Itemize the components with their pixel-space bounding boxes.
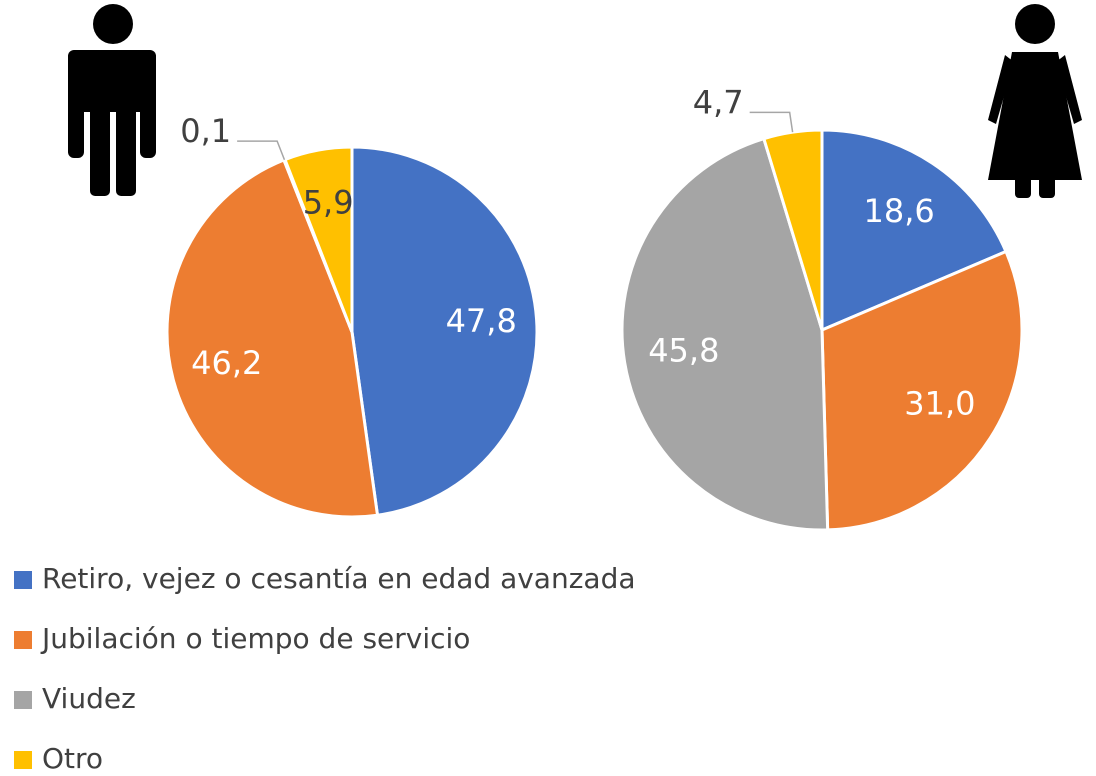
legend-swatch	[14, 751, 32, 769]
data-label: 45,8	[648, 332, 719, 370]
pie-slice	[820, 128, 1008, 333]
pie-slice	[350, 145, 539, 517]
leader-line	[237, 140, 286, 161]
pie-slice	[283, 145, 354, 333]
legend-label: Viudez	[42, 682, 136, 715]
leader-line	[749, 111, 794, 133]
legend-swatch	[14, 571, 32, 589]
pie-slice	[165, 158, 380, 519]
legend-swatch	[14, 691, 32, 709]
data-label: 18,6	[864, 192, 935, 230]
legend-swatch	[14, 631, 32, 649]
pie-slice	[620, 136, 830, 532]
data-label: 4,7	[693, 83, 744, 121]
data-label: 47,8	[446, 302, 517, 340]
legend-label: Jubilación o tiempo de servicio	[40, 622, 470, 655]
data-label: 46,2	[191, 344, 262, 382]
data-label: 5,9	[303, 184, 354, 222]
pie-slice	[820, 249, 1024, 532]
data-label: 0,1	[180, 112, 231, 150]
data-label: 31,0	[904, 385, 975, 423]
man-icon	[68, 4, 156, 196]
legend-label: Otro	[42, 742, 103, 775]
woman-icon	[988, 4, 1082, 198]
legend-label: Retiro, vejez o cesantía en edad avanzad…	[42, 562, 636, 595]
